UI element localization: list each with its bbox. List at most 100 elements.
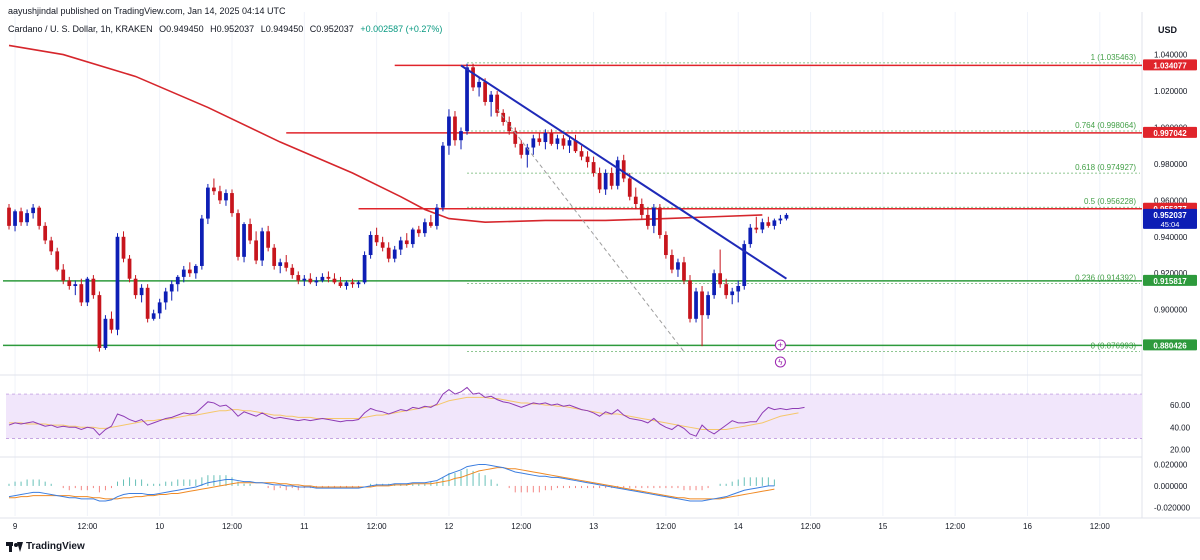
- fib-diagonal-line: [496, 108, 685, 352]
- price-tick-label: 1.040000: [1154, 51, 1188, 60]
- time-tick-label: 13: [589, 522, 598, 531]
- time-tick-label: 12:00: [1090, 522, 1111, 531]
- candle: [121, 236, 126, 259]
- candle: [615, 160, 620, 186]
- time-tick-label: 15: [878, 522, 887, 531]
- candle: [212, 187, 216, 192]
- candle: [441, 145, 445, 208]
- candle: [477, 81, 481, 88]
- rsi-tick-label: 40.00: [1170, 423, 1191, 432]
- candle: [718, 273, 723, 285]
- candle: [338, 282, 343, 286]
- candle: [664, 234, 668, 256]
- candle: [344, 282, 349, 286]
- time-tick-label: 12:00: [801, 522, 822, 531]
- candle: [169, 284, 174, 292]
- candle: [429, 222, 433, 226]
- candle: [730, 291, 735, 296]
- publish-info: aayushjindal published on TradingView.co…: [8, 6, 286, 16]
- change-value: +0.002587 (+0.27%): [360, 24, 443, 34]
- candle: [435, 207, 439, 226]
- support-price-badge: [1143, 339, 1197, 351]
- candle: [25, 213, 29, 223]
- resistance-price-badge: [1143, 59, 1197, 71]
- candle: [320, 276, 325, 281]
- symbol-legend: Cardano / U. S. Dollar, 1h, KRAKEN O0.94…: [8, 24, 446, 34]
- candle: [597, 173, 602, 190]
- candle: [266, 231, 271, 248]
- candle: [404, 240, 409, 245]
- candle: [471, 67, 475, 88]
- candle: [199, 218, 204, 266]
- rsi-tick-label: 60.00: [1170, 401, 1191, 410]
- resistance-price-label: 0.997042: [1153, 129, 1187, 138]
- candle: [49, 240, 54, 252]
- close-value: C0.952037: [309, 24, 354, 34]
- candle: [290, 267, 295, 276]
- current-price-label: 0.952037: [1153, 211, 1187, 220]
- candle: [688, 280, 692, 319]
- candle: [31, 207, 35, 214]
- candle: [248, 224, 252, 241]
- candle: [670, 255, 674, 270]
- candle: [537, 138, 542, 143]
- candle: [633, 196, 638, 204]
- alert-marker-icon: [774, 356, 786, 368]
- candle: [483, 81, 487, 102]
- candle: [43, 225, 48, 241]
- price-tick-label: 0.920000: [1154, 269, 1188, 278]
- time-tick-label: 14: [734, 522, 743, 531]
- candle: [230, 193, 234, 214]
- symbol-name[interactable]: Cardano / U. S. Dollar, 1h, KRAKEN: [8, 24, 153, 34]
- candle: [314, 280, 319, 283]
- time-tick-label: 12:00: [945, 522, 966, 531]
- candle: [175, 276, 180, 285]
- candle: [91, 278, 96, 296]
- candle: [561, 138, 566, 146]
- time-tick-label: 12:00: [511, 522, 532, 531]
- logo-text: TradingView: [26, 541, 85, 552]
- candle: [676, 262, 680, 270]
- time-tick-label: 12: [444, 522, 453, 531]
- tradingview-logo[interactable]: TradingView: [6, 541, 85, 552]
- candle: [103, 318, 108, 348]
- candle: [453, 116, 457, 141]
- candle: [37, 207, 42, 226]
- candle: [272, 247, 277, 266]
- price-tick-label: 0.960000: [1154, 196, 1188, 205]
- candle: [206, 187, 210, 219]
- candle: [109, 318, 114, 330]
- time-tick-label: 16: [1023, 522, 1032, 531]
- price-tick-label: 0.900000: [1154, 306, 1188, 315]
- high-value: H0.952037: [210, 24, 255, 34]
- candle: [368, 234, 373, 256]
- lightning-icon: ϟ: [778, 358, 783, 367]
- candle: [326, 276, 331, 279]
- candle: [639, 204, 644, 215]
- candle: [603, 173, 608, 190]
- candle: [127, 258, 132, 279]
- candle: [350, 282, 355, 285]
- candle: [784, 214, 789, 219]
- candle: [459, 131, 463, 141]
- candle: [543, 132, 548, 143]
- macd-tick-label: 0.020000: [1154, 460, 1188, 469]
- macd-tick-label: 0.000000: [1154, 482, 1188, 491]
- candle: [621, 160, 626, 179]
- candle: [163, 291, 168, 303]
- time-tick-label: 11: [300, 522, 309, 531]
- candle: [651, 207, 656, 226]
- price-tick-label: 0.980000: [1154, 160, 1188, 169]
- time-tick-label: 12:00: [222, 522, 243, 531]
- candle: [778, 218, 783, 221]
- candle: [55, 251, 60, 270]
- candle: [133, 278, 138, 296]
- low-value: L0.949450: [260, 24, 304, 34]
- time-tick-label: 9: [13, 522, 18, 531]
- fib-level-label: 1 (1.035463): [1091, 53, 1137, 62]
- candle: [242, 224, 246, 257]
- candle: [772, 220, 777, 226]
- tradingview-logo-icon: [6, 541, 23, 552]
